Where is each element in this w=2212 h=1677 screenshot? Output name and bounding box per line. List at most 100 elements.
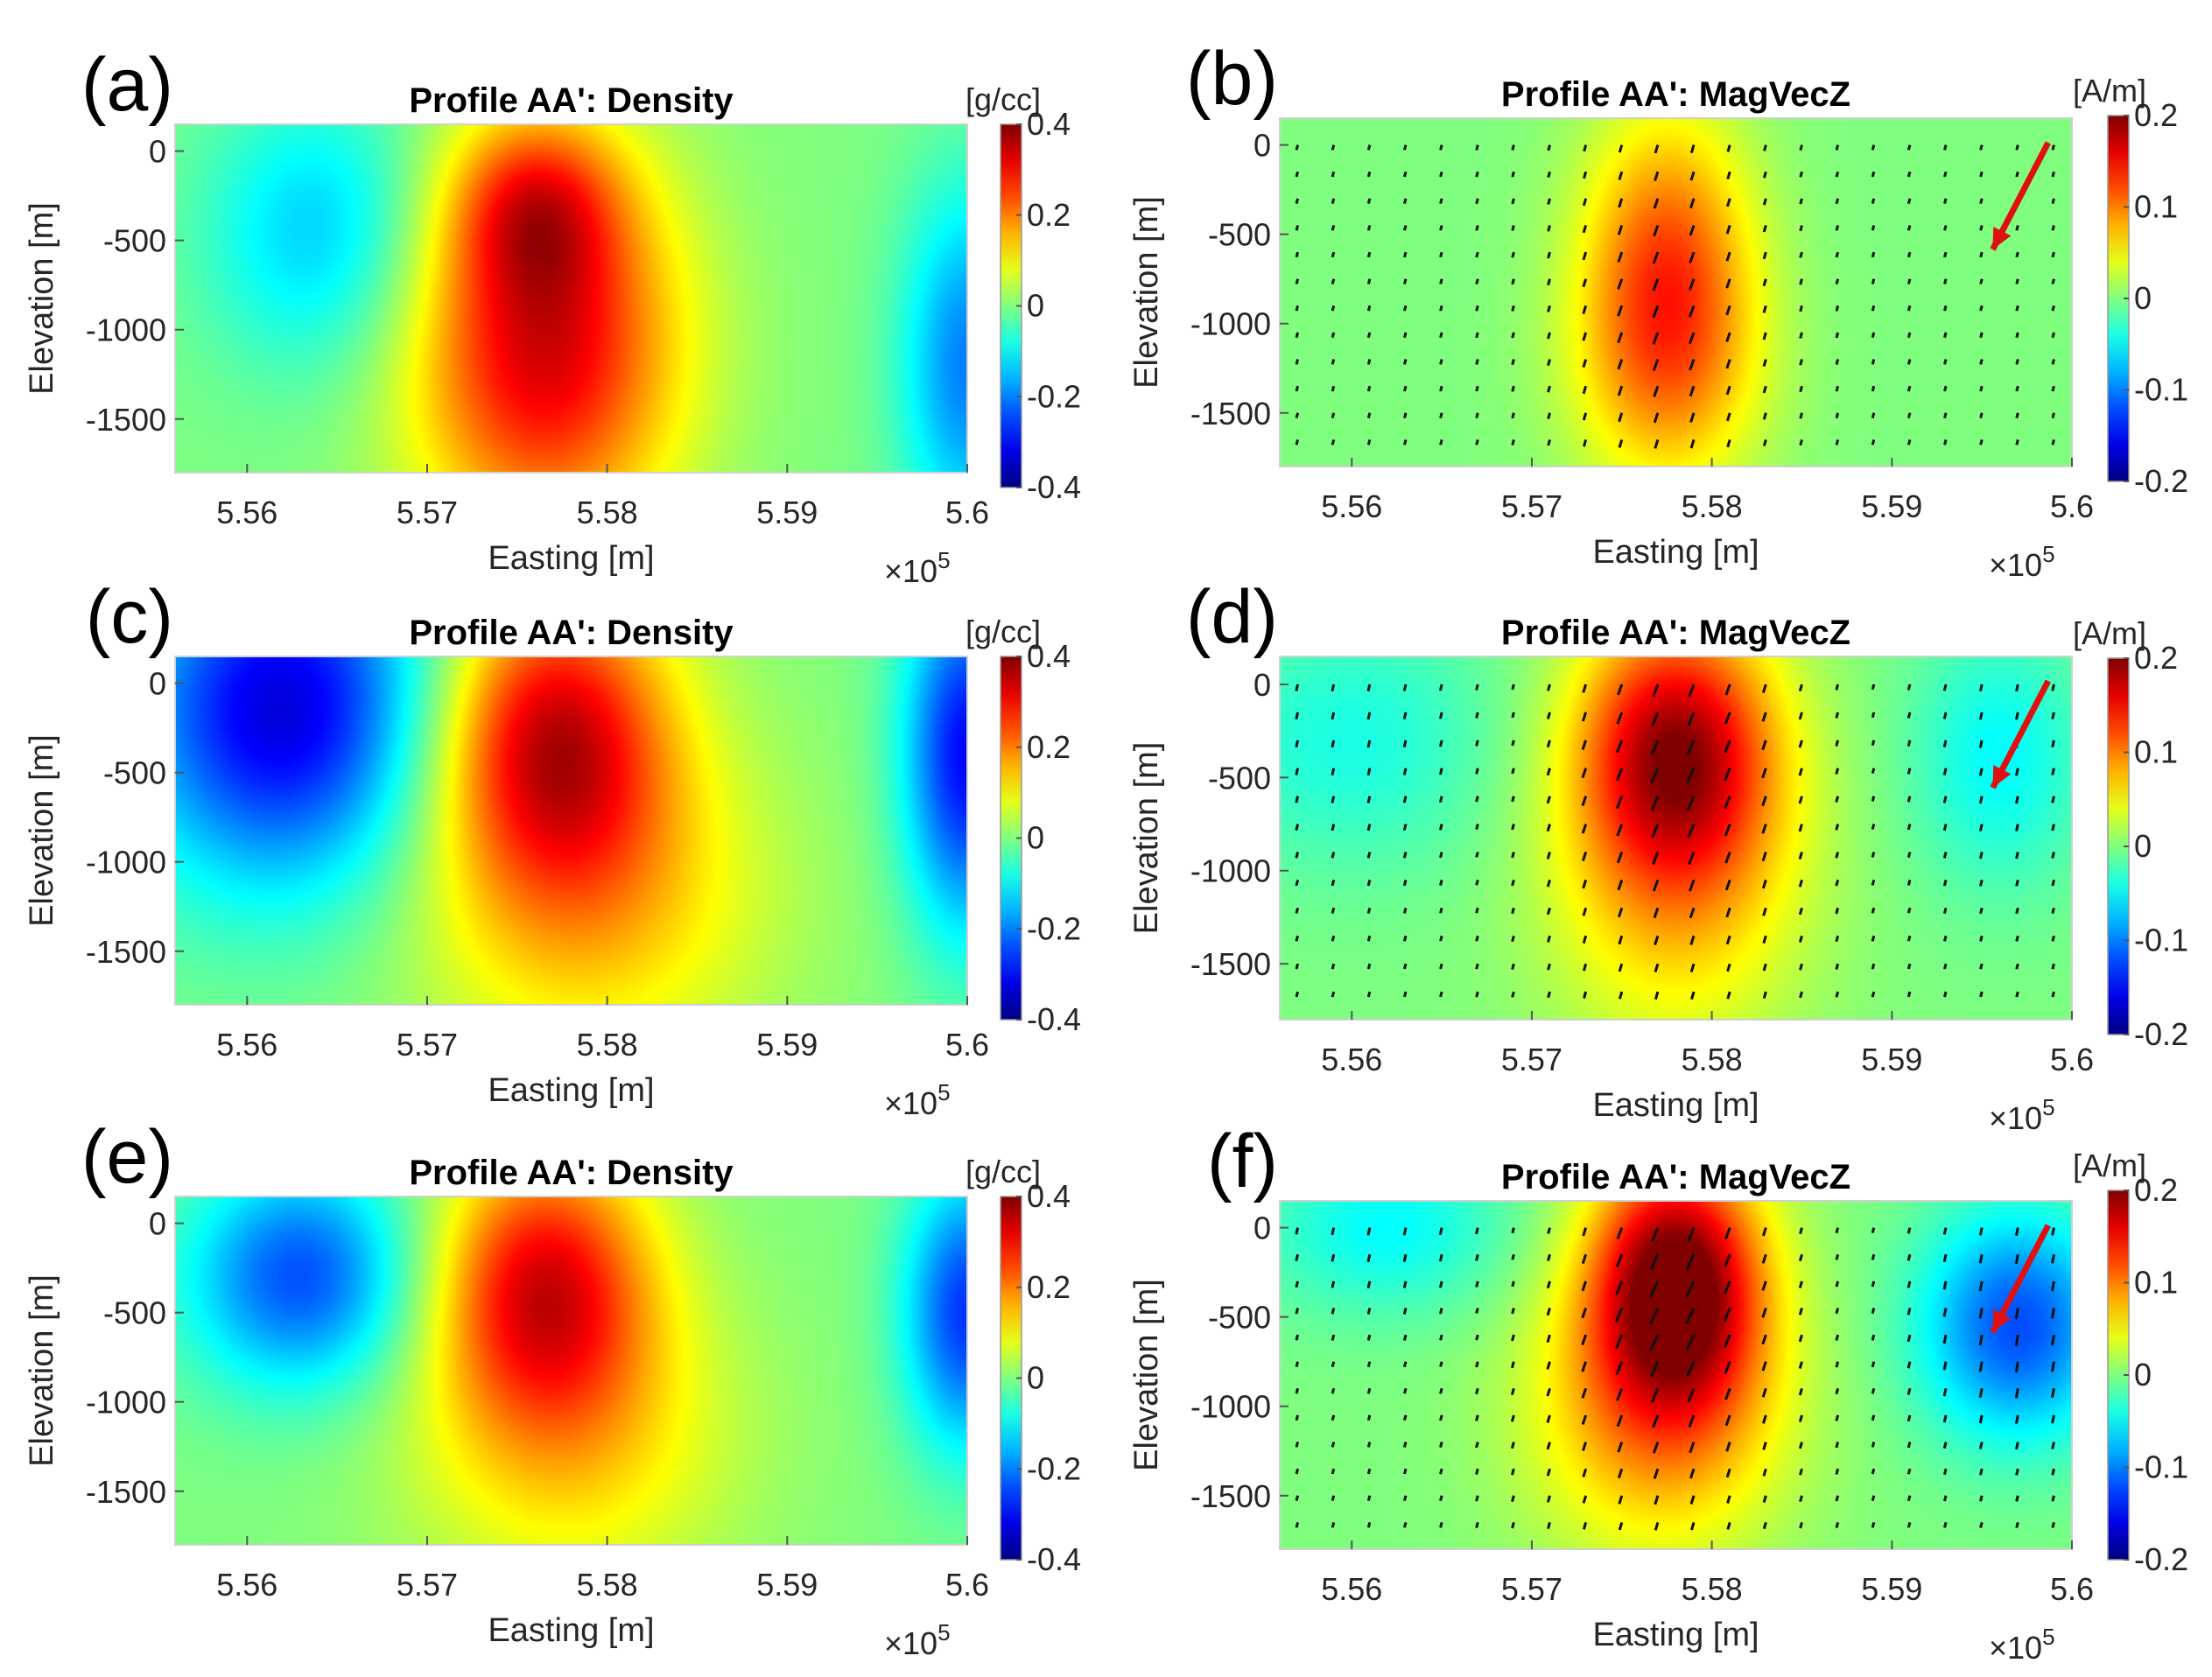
plot-area bbox=[174, 1196, 968, 1546]
magnetization-vector bbox=[1616, 712, 1624, 725]
magnetization-vector bbox=[1762, 332, 1767, 340]
magnetization-vector bbox=[1618, 935, 1624, 945]
magnetization-vector bbox=[1690, 991, 1696, 1000]
magnetization-vector bbox=[1653, 1468, 1660, 1479]
magnetization-vector bbox=[1403, 1522, 1408, 1528]
magnetization-vector bbox=[1511, 1334, 1515, 1342]
magnetization-vector bbox=[1475, 1387, 1479, 1395]
magnetization-vector bbox=[2014, 1361, 2019, 1373]
magnetization-vector bbox=[1650, 1361, 1660, 1378]
magnetization-vector bbox=[1762, 278, 1767, 287]
magnetization-vector bbox=[2015, 880, 2019, 887]
magnetization-vector bbox=[1510, 1387, 1515, 1396]
magnetization-vector bbox=[1761, 1281, 1767, 1291]
magnetization-vector bbox=[1943, 412, 1948, 418]
magnetization-vector bbox=[1403, 251, 1408, 258]
magnetization-vector bbox=[1402, 1253, 1408, 1262]
magnetization-vector bbox=[1511, 852, 1515, 859]
magnetization-vector bbox=[1511, 740, 1515, 747]
magnetization-vector bbox=[2015, 1495, 2019, 1502]
colorbar-label: [A/m] bbox=[2073, 1147, 2146, 1183]
magnetization-vector bbox=[1582, 1227, 1588, 1237]
magnetization-vector bbox=[1295, 1334, 1300, 1341]
magnetization-vector bbox=[1685, 1307, 1696, 1325]
magnetization-vector bbox=[1761, 684, 1767, 693]
magnetization-vector bbox=[1511, 359, 1515, 366]
x-axis-multiplier: ×105 bbox=[884, 1619, 951, 1661]
magnetization-vector bbox=[2014, 712, 2019, 720]
magnetization-vector bbox=[1615, 1361, 1624, 1375]
x-tick-label: 5.56 bbox=[216, 1027, 277, 1063]
magnetization-vector bbox=[1331, 935, 1336, 942]
magnetization-vector bbox=[1688, 278, 1696, 291]
magnetization-vector bbox=[1652, 1414, 1660, 1428]
magnetization-vector bbox=[1511, 935, 1515, 943]
magnetization-vector bbox=[1511, 332, 1515, 339]
magnetization-vector bbox=[1475, 1442, 1479, 1449]
magnetization-vector bbox=[1295, 1308, 1300, 1315]
magnetization-vector bbox=[1439, 251, 1443, 258]
magnetization-vector bbox=[1617, 251, 1624, 263]
magnetization-vector bbox=[1475, 1414, 1479, 1421]
magnetization-vector bbox=[1615, 740, 1624, 754]
magnetization-vector bbox=[1761, 740, 1767, 751]
magnetization-vector bbox=[1799, 385, 1803, 393]
magnetization-vector bbox=[1943, 439, 1948, 446]
magnetization-vector bbox=[1295, 712, 1300, 720]
plot-area bbox=[174, 123, 968, 474]
magnetization-vector bbox=[1724, 1414, 1731, 1427]
magnetization-vector bbox=[1979, 359, 1984, 365]
colorbar-tick-label: 0.2 bbox=[1027, 1269, 1071, 1305]
magnetization-vector bbox=[1547, 991, 1551, 999]
magnetization-vector bbox=[1331, 1308, 1336, 1315]
magnetization-vector bbox=[1475, 712, 1479, 719]
magnetization-vector bbox=[1761, 1387, 1767, 1398]
magnetization-vector bbox=[1835, 1522, 1840, 1528]
magnetization-vector bbox=[1871, 907, 1876, 914]
magnetization-vector bbox=[1907, 1227, 1912, 1234]
magnetization-vector bbox=[1686, 796, 1696, 811]
magnetization-vector bbox=[1978, 1388, 1984, 1399]
magnetization-vector bbox=[1546, 879, 1551, 888]
magnetization-vector bbox=[1331, 824, 1336, 831]
magnetization-vector bbox=[1871, 1253, 1876, 1260]
magnetization-vector bbox=[1907, 439, 1912, 446]
magnetization-vector bbox=[1403, 1495, 1408, 1502]
magnetization-vector bbox=[1835, 439, 1840, 446]
magnetization-vector bbox=[1615, 768, 1624, 782]
magnetization-vector bbox=[1402, 1308, 1408, 1315]
magnetization-vector bbox=[2051, 768, 2055, 775]
magnetization-vector bbox=[1835, 852, 1840, 859]
magnetization-vector bbox=[1583, 991, 1588, 999]
magnetization-vector bbox=[1907, 991, 1912, 998]
magnetization-vector bbox=[1942, 1334, 1948, 1344]
x-tick-label: 5.59 bbox=[1861, 488, 1922, 524]
magnetization-vector bbox=[1510, 1442, 1515, 1449]
magnetization-vector bbox=[1799, 225, 1803, 232]
magnetization-vector bbox=[1547, 332, 1551, 340]
magnetization-vector bbox=[1651, 1227, 1660, 1242]
magnetization-vector bbox=[1547, 963, 1551, 971]
x-tick-label: 5.6 bbox=[945, 1027, 989, 1063]
chart-panel-c: 5.56 5.57 5.58 5.59 5.6 0 -500 -1000 -1500 Eastin… bbox=[24, 575, 1081, 1121]
colorbar-tick-label: 0 bbox=[2134, 1357, 2152, 1393]
heatmap-image bbox=[175, 656, 967, 1005]
magnetization-vector bbox=[1835, 824, 1840, 831]
magnetization-vector bbox=[1331, 1361, 1336, 1368]
magnetization-vector bbox=[1582, 385, 1588, 395]
plot-area bbox=[1279, 656, 2073, 1021]
magnetization-vector bbox=[1331, 684, 1336, 692]
magnetization-vector bbox=[1942, 796, 1948, 803]
magnetization-vector bbox=[2051, 963, 2055, 970]
magnetization-vector bbox=[1724, 740, 1731, 754]
magnetization-vector bbox=[2051, 305, 2055, 312]
magnetization-vector bbox=[1511, 171, 1515, 178]
magnetization-vectors bbox=[1295, 1227, 2055, 1531]
magnetization-vector bbox=[1366, 359, 1372, 365]
magnetization-vector bbox=[1654, 963, 1660, 973]
magnetization-vector bbox=[1511, 385, 1515, 392]
magnetization-vector bbox=[1331, 1334, 1336, 1341]
magnetization-vector bbox=[1438, 796, 1443, 803]
magnetization-vector bbox=[1978, 1281, 1984, 1292]
magnetization-vector bbox=[1942, 1387, 1948, 1397]
